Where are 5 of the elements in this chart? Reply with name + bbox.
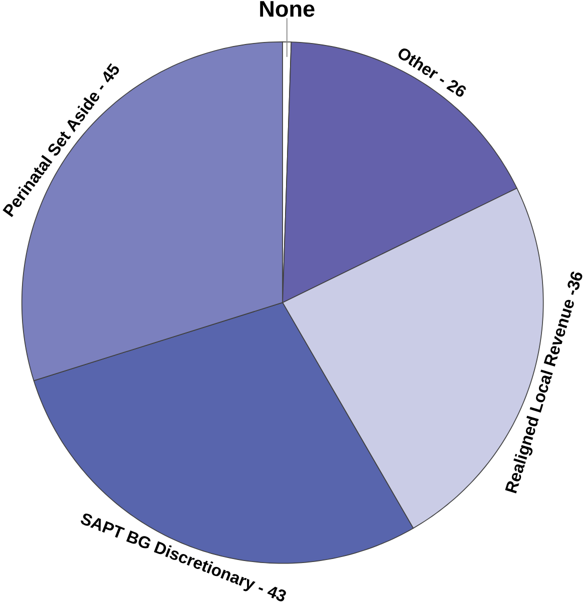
data-label: 26 xyxy=(446,80,466,97)
data-label: 45 xyxy=(103,63,119,82)
slice-label: None xyxy=(260,1,314,17)
data-label: 36 xyxy=(568,272,582,290)
data-label: 43 xyxy=(267,586,286,602)
